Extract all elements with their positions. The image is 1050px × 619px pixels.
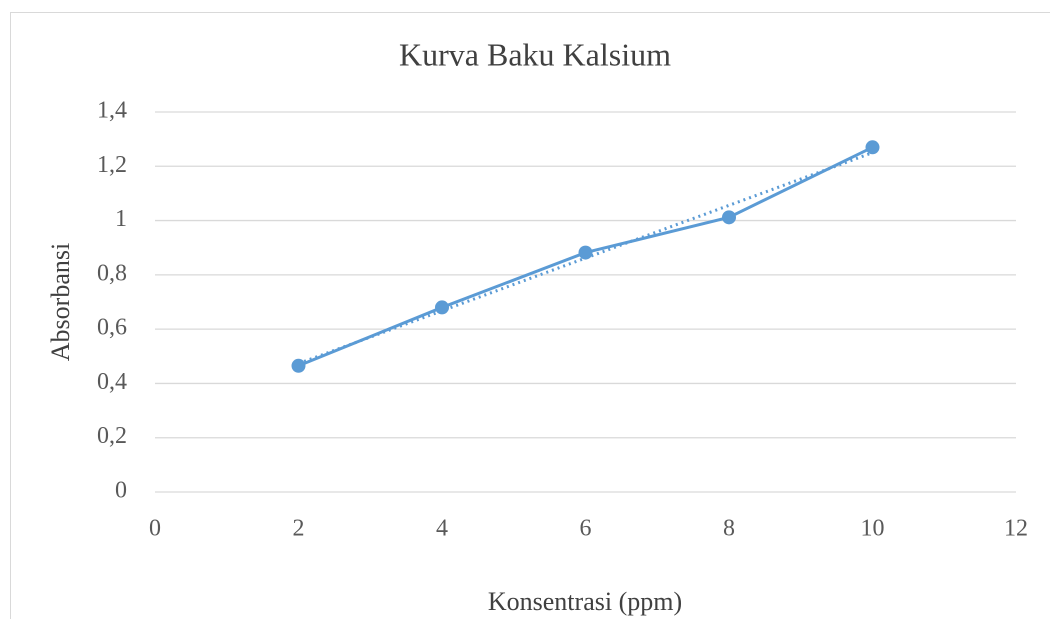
y-axis-label: Absorbansi <box>46 243 75 361</box>
y-tick-label: 0,8 <box>97 260 127 286</box>
y-tick-label: 1 <box>115 206 127 232</box>
data-point <box>435 300 449 315</box>
x-tick-label: 10 <box>861 516 885 542</box>
x-tick-label: 0 <box>149 516 161 542</box>
chart-title: Kurva Baku Kalsium <box>399 36 671 72</box>
chart-border <box>10 12 1050 619</box>
x-tick-label: 6 <box>580 516 592 542</box>
data-point <box>578 245 593 260</box>
x-tick-label: 4 <box>436 516 448 542</box>
y-tick-label: 1,4 <box>97 98 127 124</box>
y-tick-label: 0 <box>115 478 127 504</box>
data-point <box>291 358 306 373</box>
y-tick-label: 0,4 <box>97 369 127 395</box>
data-point <box>722 210 736 225</box>
y-tick-label: 1,2 <box>97 152 127 178</box>
x-tick-label: 8 <box>723 516 735 542</box>
x-tick-label: 2 <box>293 516 305 542</box>
y-tick-label: 0,2 <box>97 423 127 449</box>
y-tick-label: 0,6 <box>97 315 127 341</box>
x-axis-label: Konsentrasi (ppm) <box>488 587 682 616</box>
x-tick-label: 12 <box>1004 516 1028 542</box>
data-point <box>865 140 880 155</box>
